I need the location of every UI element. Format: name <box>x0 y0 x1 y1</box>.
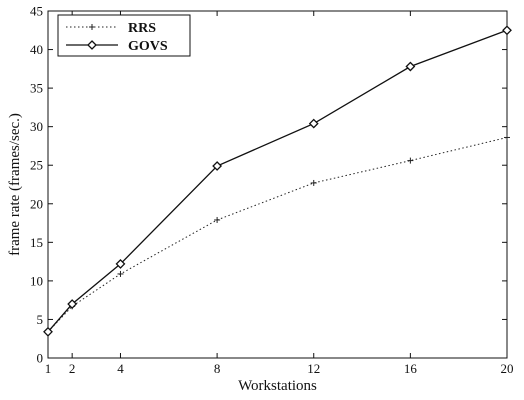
y-tick-label: 15 <box>30 235 43 250</box>
x-tick-label: 1 <box>45 361 52 376</box>
rrs-data-point <box>504 134 510 141</box>
x-tick-label: 16 <box>404 361 418 376</box>
govs-data-point <box>67 299 78 309</box>
y-tick-label: 0 <box>37 351 44 366</box>
y-tick-label: 25 <box>30 158 43 173</box>
govs-data-point <box>212 161 223 171</box>
govs-series-line <box>47 29 508 333</box>
y-tick-label: 20 <box>30 196 43 211</box>
govs-legend-marker <box>87 40 97 50</box>
govs-data-point <box>502 25 512 36</box>
x-axis-title: Workstations <box>238 378 317 394</box>
legend-box <box>57 14 191 57</box>
x-tick-label: 20 <box>501 361 514 376</box>
y-tick-label: 35 <box>30 81 43 96</box>
y-tick-label: 40 <box>30 42 43 57</box>
y-tick-label: 10 <box>30 273 43 288</box>
y-tick-label: 30 <box>30 119 43 134</box>
x-axis-ticks: 1 2 4 8 12 16 20 <box>45 11 514 376</box>
x-tick-label: 2 <box>69 361 76 376</box>
rrs-data-point <box>214 216 221 223</box>
rrs-data-point <box>117 270 124 277</box>
govs-data-point <box>43 326 53 337</box>
x-tick-label: 4 <box>117 361 124 376</box>
y-tick-label: 45 <box>30 4 43 19</box>
govs-data-point <box>405 61 416 72</box>
rrs-series-line <box>47 136 508 333</box>
rrs-legend-marker <box>89 24 95 30</box>
y-tick-label: 5 <box>37 312 44 327</box>
govs-data-point <box>115 259 126 269</box>
series-layer <box>43 25 512 337</box>
x-tick-label: 12 <box>307 361 320 376</box>
y-axis-ticks: 0 5 10 15 20 25 30 35 40 45 <box>30 4 507 366</box>
govs-data-point <box>308 118 319 129</box>
rrs-legend-label: RRS <box>128 21 156 36</box>
x-tick-label: 8 <box>214 361 221 376</box>
rrs-data-point <box>310 179 317 186</box>
legend: RRS GOVS <box>57 14 191 57</box>
plot-frame <box>47 10 508 359</box>
y-axis-title: frame rate (frames/sec.) <box>7 113 23 256</box>
rrs-data-point <box>407 157 414 164</box>
govs-legend-label: GOVS <box>128 39 168 54</box>
